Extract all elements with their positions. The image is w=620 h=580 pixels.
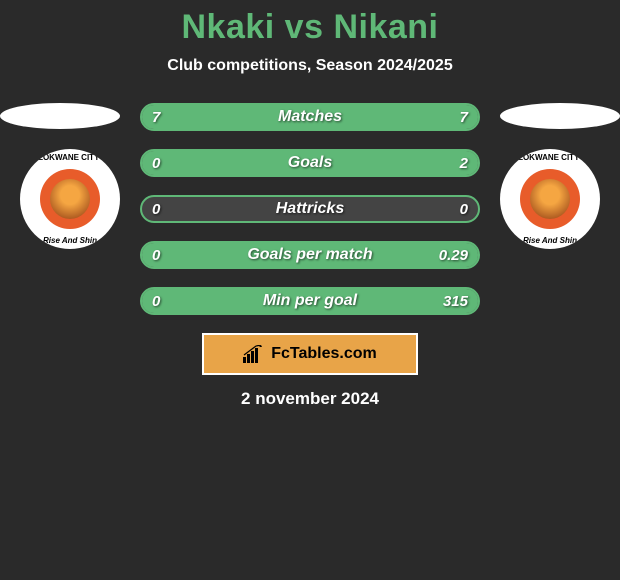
stat-value-left: 0 (152, 201, 160, 218)
stat-value-right: 0 (460, 201, 468, 218)
stat-value-left: 0 (152, 293, 160, 310)
stat-bar: 0 Goals per match 0.29 (140, 241, 480, 269)
stat-value-right: 315 (443, 293, 468, 310)
source-label: FcTables.com (271, 345, 377, 363)
page-title: Nkaki vs Nikani (0, 8, 620, 47)
badge-text-top: POLOKWANE CITY F.C (500, 153, 600, 162)
content-area: POLOKWANE CITY F.C Rise And Shin POLOKWA… (0, 103, 620, 409)
stat-bar: 7 Matches 7 (140, 103, 480, 131)
badge-text-bottom: Rise And Shin (500, 236, 600, 245)
right-player-column: POLOKWANE CITY F.C Rise And Shin (500, 103, 620, 249)
badge-text-bottom: Rise And Shin (20, 236, 120, 245)
chart-icon (243, 345, 265, 363)
stat-value-left: 0 (152, 155, 160, 172)
source-badge[interactable]: FcTables.com (202, 333, 418, 375)
badge-emblem-icon (50, 179, 90, 219)
badge-inner-circle (520, 169, 580, 229)
right-club-badge: POLOKWANE CITY F.C Rise And Shin (500, 149, 600, 249)
stat-label: Min per goal (263, 292, 357, 310)
right-ellipse (500, 103, 620, 129)
stat-bar: 0 Goals 2 (140, 149, 480, 177)
badge-inner-circle (40, 169, 100, 229)
badge-emblem-icon (530, 179, 570, 219)
stat-label: Hattricks (276, 200, 344, 218)
left-club-badge: POLOKWANE CITY F.C Rise And Shin (20, 149, 120, 249)
stat-value-left: 7 (152, 109, 160, 126)
stat-bar: 0 Min per goal 315 (140, 287, 480, 315)
stat-value-left: 0 (152, 247, 160, 264)
stats-bars: 7 Matches 7 0 Goals 2 0 Hattricks 0 0 Goals per ma… (140, 103, 480, 315)
stat-value-right: 2 (460, 155, 468, 172)
stat-label: Goals (288, 154, 332, 172)
left-player-column: POLOKWANE CITY F.C Rise And Shin (0, 103, 120, 249)
stat-label: Goals per match (247, 246, 372, 264)
stat-label: Matches (278, 108, 342, 126)
date-label: 2 november 2024 (0, 389, 620, 409)
stats-card: Nkaki vs Nikani Club competitions, Seaso… (0, 0, 620, 409)
stat-value-right: 0.29 (439, 247, 468, 264)
stat-bar: 0 Hattricks 0 (140, 195, 480, 223)
left-ellipse (0, 103, 120, 129)
subtitle: Club competitions, Season 2024/2025 (0, 57, 620, 75)
stat-value-right: 7 (460, 109, 468, 126)
badge-text-top: POLOKWANE CITY F.C (20, 153, 120, 162)
